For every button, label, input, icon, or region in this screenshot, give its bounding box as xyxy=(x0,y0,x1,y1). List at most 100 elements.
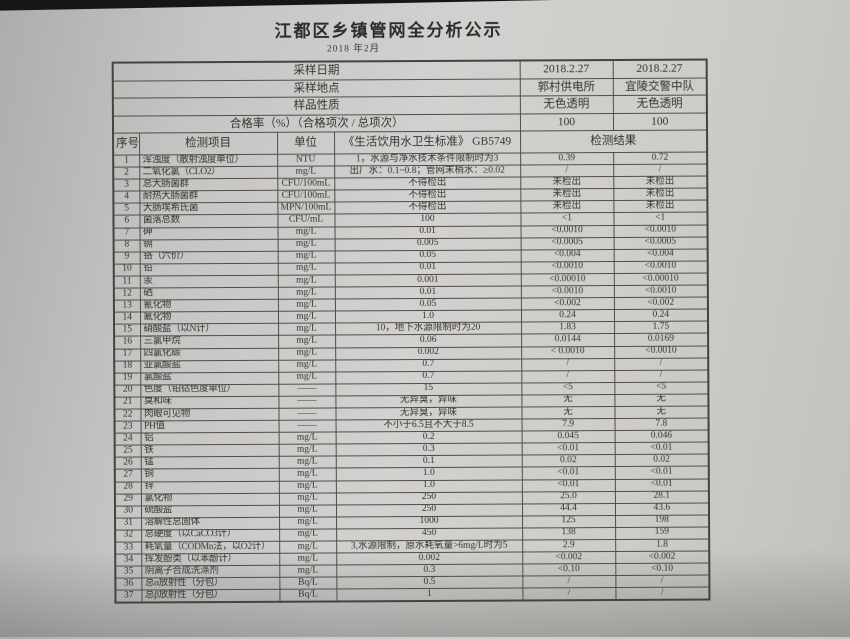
row-number-cell: 34 xyxy=(115,554,142,567)
result-cell-1: <0.004 xyxy=(520,249,614,262)
standard-cell: 0.7 xyxy=(335,370,522,384)
info-label: 采样地点 xyxy=(112,78,520,99)
standard-cell: 250 xyxy=(335,503,523,517)
item-cell: 总β放射性（分包） xyxy=(141,589,280,603)
item-cell: 铝 xyxy=(140,432,279,446)
info-value-site1: 郭村供电所 xyxy=(519,78,613,97)
info-value-site2: 宜陵交警中队 xyxy=(612,77,707,96)
unit-cell: mg/L xyxy=(278,444,336,457)
result-cell-2: 无 xyxy=(614,393,709,407)
item-cell: 菌落总数 xyxy=(139,214,278,228)
standard-cell: 0.01 xyxy=(334,286,521,300)
results-section: 1 浑浊度（散射浊度单位） NTU 1，水源与净水技术条件限制时为3 0.39 0.72 2… xyxy=(113,152,710,604)
result-cell-2: <0.0010 xyxy=(613,224,708,238)
result-cell-2: <0.004 xyxy=(613,248,708,262)
unit-cell: NTU xyxy=(277,153,335,167)
item-cell: 亚氯酸盐 xyxy=(140,359,279,373)
standard-cell: 1.0 xyxy=(335,479,522,493)
unit-cell: mg/L xyxy=(278,492,336,505)
item-cell: 浑浊度（散射浊度单位） xyxy=(139,154,278,168)
result-cell-2: <0.01 xyxy=(614,442,709,455)
row-number-cell: 18 xyxy=(114,360,141,373)
standard-cell: 0.001 xyxy=(334,273,521,288)
item-cell: 耐热大肠菌群 xyxy=(139,190,278,204)
item-cell: 硫酸盐 xyxy=(140,504,280,518)
unit-cell: CFU/100mL xyxy=(277,190,335,203)
item-cell: 四氯化碳 xyxy=(140,347,279,361)
standard-cell: 0.5 xyxy=(336,576,523,590)
unit-cell: mg/L xyxy=(277,250,335,264)
col-header-unit: 单位 xyxy=(277,131,335,155)
standard-cell: 3,水源限制，原水耗氧量>6mg/L时为5 xyxy=(336,539,523,554)
standard-cell: 0.05 xyxy=(334,298,521,312)
col-header-no: 序号 xyxy=(113,132,140,156)
item-cell: 氯酸盐 xyxy=(140,371,279,385)
standard-cell: 0.06 xyxy=(335,334,522,348)
result-cell-1: <1 xyxy=(520,212,614,226)
row-number-cell: 25 xyxy=(114,445,141,458)
document-title: 江都区乡镇管网全分析公示 xyxy=(274,20,503,41)
result-cell-1: 25.0 xyxy=(521,491,615,504)
unit-cell: mg/L xyxy=(277,238,335,252)
unit-cell: Bq/L xyxy=(279,577,337,590)
result-cell-1: 2.9 xyxy=(522,539,616,553)
info-label: 采样日期 xyxy=(112,60,520,81)
result-cell-2: <0.0010 xyxy=(613,260,708,274)
result-cell-1: <0.002 xyxy=(520,297,614,311)
row-number-cell: 15 xyxy=(114,324,141,337)
row-number-cell: 19 xyxy=(114,372,141,385)
result-cell-1: 1.83 xyxy=(521,321,615,335)
result-cell-2: 28.1 xyxy=(614,490,709,504)
result-cell-1: <0.00010 xyxy=(520,273,614,287)
unit-cell: mg/L xyxy=(279,516,337,530)
row-number-cell: 5 xyxy=(113,203,140,216)
result-cell-2: <1 xyxy=(613,212,708,226)
standard-cell: 0.002 xyxy=(336,552,523,566)
standard-cell: 出厂水：0.1~0.8；管网末梢水：≥0.02 xyxy=(334,165,521,179)
item-cell: 总大肠菌群 xyxy=(139,178,278,192)
unit-cell: —— xyxy=(278,383,336,397)
result-cell-2: <0.01 xyxy=(614,466,709,480)
result-cell-2: 0.0169 xyxy=(614,333,709,347)
column-header-row: 序号 检测项目 单位 《生活饮用水卫生标准》 GB5749 检测结果 xyxy=(113,130,708,156)
standard-cell: 不得检出 xyxy=(334,177,521,191)
table-header-section: 序号 检测项目 单位 《生活饮用水卫生标准》 GB5749 检测结果 xyxy=(113,130,708,156)
standard-cell: 1.0 xyxy=(335,467,522,481)
standard-cell: 0.7 xyxy=(335,358,522,372)
unit-cell: mg/L xyxy=(278,480,336,493)
result-cell-1: 未检出 xyxy=(520,200,614,214)
col-header-item: 检测项目 xyxy=(139,132,278,155)
unit-cell: mg/L xyxy=(278,347,336,360)
standard-cell: 250 xyxy=(335,491,522,505)
unit-cell: mg/L xyxy=(278,456,336,469)
item-cell: 总硬度（以CaCO3计） xyxy=(141,529,280,542)
result-cell-1: / xyxy=(521,370,615,383)
unit-cell: —— xyxy=(278,395,336,409)
standard-cell: 1，水源与净水技术条件限制时为3 xyxy=(334,152,521,167)
item-cell: PH值 xyxy=(140,420,279,434)
result-cell-1: <0.01 xyxy=(521,466,615,480)
result-cell-2: <0.002 xyxy=(613,297,708,310)
row-number-cell: 35 xyxy=(115,566,142,579)
standard-cell: 0.3 xyxy=(336,564,523,578)
item-cell: 耗氧量（CODMn法，以O2计） xyxy=(141,541,280,555)
item-cell: 三氯甲烷 xyxy=(140,335,279,349)
standard-cell: 0.01 xyxy=(334,261,521,275)
info-value-site1: 2018.2.27 xyxy=(519,60,613,79)
row-number-cell: 36 xyxy=(115,578,142,591)
result-cell-2: 198 xyxy=(615,514,710,528)
result-cell-1: <5 xyxy=(521,382,615,395)
item-cell: 溶解性总固体 xyxy=(141,517,280,530)
result-cell-1: <0.0010 xyxy=(520,225,614,238)
result-cell-1: <0.0010 xyxy=(520,285,614,299)
row-number-cell: 12 xyxy=(113,288,140,301)
unit-cell: mg/L xyxy=(278,323,336,336)
standard-cell: 450 xyxy=(336,527,523,541)
result-cell-2: 未检出 xyxy=(613,176,708,189)
row-number-cell: 21 xyxy=(114,396,141,410)
item-cell: 镉 xyxy=(139,238,278,252)
standard-cell: 0.2 xyxy=(335,431,522,445)
col-header-result: 检测结果 xyxy=(520,130,708,153)
item-cell: 锰 xyxy=(140,456,279,470)
standard-cell: 0.01 xyxy=(334,225,521,239)
